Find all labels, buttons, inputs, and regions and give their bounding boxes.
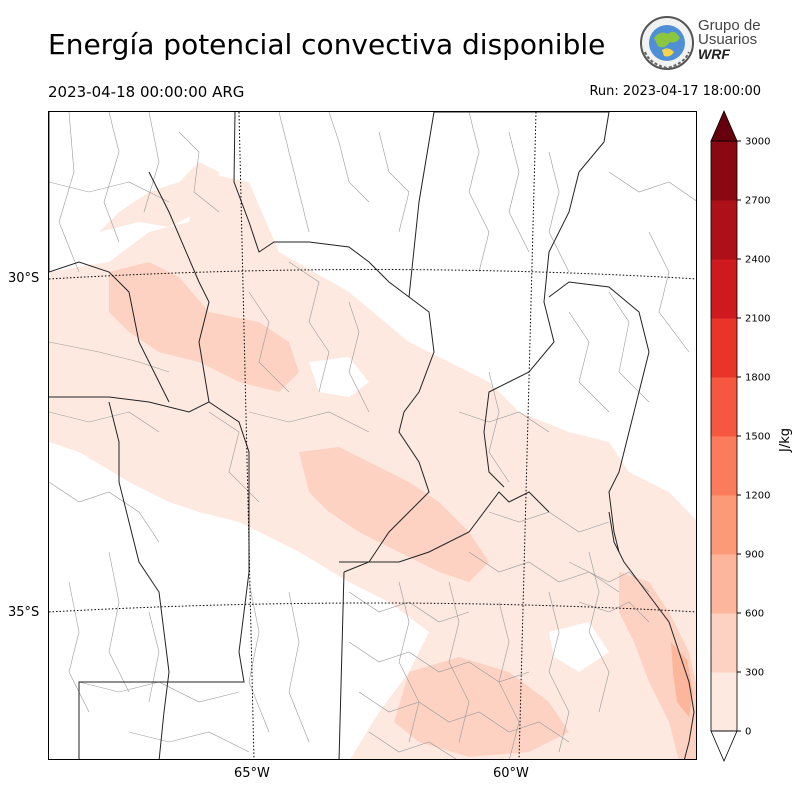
- parallel-35s: [49, 602, 696, 613]
- colorbar-segment: [711, 613, 737, 673]
- lat-label-35s: 35°S: [8, 605, 40, 620]
- logo-line-3: WRF: [698, 46, 730, 62]
- colorbar-tick-label: 1500: [745, 432, 770, 443]
- colorbar-tick-label: 2100: [745, 314, 770, 325]
- parallel-30s: [49, 269, 696, 280]
- lat-label-30s: 30°S: [8, 271, 40, 286]
- colorbar-segment: [711, 554, 737, 614]
- lon-label-60w: 60°W: [493, 766, 529, 781]
- map-canvas: [49, 112, 696, 759]
- colorbar-segment: [711, 141, 737, 201]
- cape-region-mid: [109, 262, 299, 392]
- colorbar-segment: [711, 436, 737, 496]
- cape-region-central: [299, 447, 489, 582]
- cape-region-south: [394, 657, 569, 757]
- colorbar-segment: [711, 259, 737, 319]
- colorbar-tick-label: 1200: [745, 491, 770, 502]
- colorbar: 0 300 600 900 1200 1500 1800 2100 2400 2700 3000 J…: [710, 109, 793, 763]
- colorbar-segment: [711, 200, 737, 260]
- colorbar-segments: [710, 109, 738, 763]
- map-panel: [48, 111, 697, 760]
- colorbar-tick-label: 2700: [745, 196, 770, 207]
- wrf-logo: Grupo de Usuarios WRF: [638, 14, 763, 74]
- globe-icon: [640, 16, 694, 70]
- colorbar-segment: [711, 377, 737, 437]
- colorbar-ticks: 0 300 600 900 1200 1500 1800 2100 2400 2700 3000: [737, 137, 770, 738]
- colorbar-tick-label: 3000: [745, 137, 770, 148]
- lon-label-65w: 65°W: [234, 766, 270, 781]
- colorbar-segment: [711, 672, 737, 732]
- colorbar-extend-min: [710, 730, 738, 763]
- coastline: [608, 511, 695, 759]
- colorbar-tick-label: 900: [745, 550, 764, 561]
- cape-shading: [49, 162, 696, 759]
- colorbar-tick-label: 1800: [745, 373, 770, 384]
- colorbar-tick-label: 600: [745, 609, 764, 620]
- cape-gap-2: [549, 622, 609, 672]
- run-time: Run: 2023-04-17 18:00:00: [589, 84, 761, 99]
- logo-line-1: Grupo de: [698, 17, 761, 34]
- county-lines: [49, 112, 696, 759]
- cape-region-coast-strong: [671, 642, 693, 717]
- colorbar-tick-label: 0: [745, 727, 751, 738]
- colorbar-segment: [711, 318, 737, 378]
- colorbar-extend-max: [710, 109, 738, 142]
- logo-line-2: Usuarios: [698, 31, 758, 48]
- valid-time: 2023-04-18 00:00:00 ARG: [48, 83, 245, 101]
- colorbar-label: J/kg: [778, 428, 793, 453]
- graticule: [49, 112, 696, 759]
- chart-title: Energía potencial convectiva disponible: [48, 28, 606, 61]
- colorbar-tick-label: 2400: [745, 255, 770, 266]
- cape-gap-1: [309, 357, 369, 397]
- colorbar-tick-label: 300: [745, 668, 764, 679]
- cape-region-coast: [619, 572, 696, 759]
- colorbar-segment: [711, 495, 737, 555]
